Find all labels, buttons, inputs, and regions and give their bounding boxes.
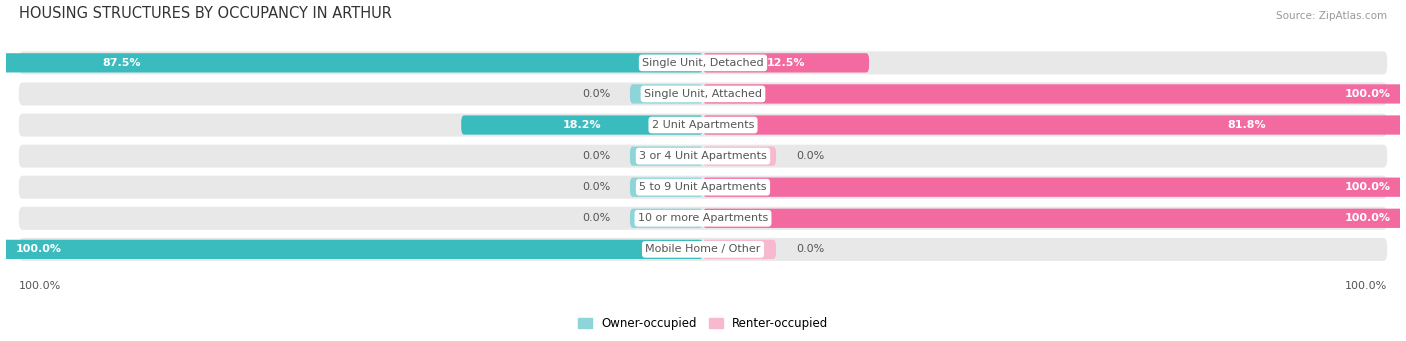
FancyBboxPatch shape (0, 240, 703, 259)
FancyBboxPatch shape (18, 114, 1388, 136)
FancyBboxPatch shape (703, 84, 1406, 104)
FancyBboxPatch shape (0, 53, 703, 73)
Text: 81.8%: 81.8% (1227, 120, 1265, 130)
Text: 100.0%: 100.0% (18, 281, 60, 292)
FancyBboxPatch shape (703, 209, 1406, 228)
Text: Source: ZipAtlas.com: Source: ZipAtlas.com (1277, 11, 1388, 20)
Text: 0.0%: 0.0% (582, 151, 610, 161)
Text: 5 to 9 Unit Apartments: 5 to 9 Unit Apartments (640, 182, 766, 192)
FancyBboxPatch shape (630, 178, 703, 197)
Text: 100.0%: 100.0% (15, 244, 62, 254)
Text: 10 or more Apartments: 10 or more Apartments (638, 213, 768, 223)
FancyBboxPatch shape (703, 147, 776, 166)
Text: 12.5%: 12.5% (766, 58, 806, 68)
FancyBboxPatch shape (630, 84, 703, 104)
FancyBboxPatch shape (703, 115, 1406, 135)
FancyBboxPatch shape (18, 176, 1388, 199)
Text: 100.0%: 100.0% (1344, 213, 1391, 223)
Text: 2 Unit Apartments: 2 Unit Apartments (652, 120, 754, 130)
FancyBboxPatch shape (18, 51, 1388, 74)
FancyBboxPatch shape (630, 209, 703, 228)
FancyBboxPatch shape (18, 207, 1388, 230)
Text: 100.0%: 100.0% (1346, 281, 1388, 292)
Text: 100.0%: 100.0% (1344, 182, 1391, 192)
Text: HOUSING STRUCTURES BY OCCUPANCY IN ARTHUR: HOUSING STRUCTURES BY OCCUPANCY IN ARTHU… (18, 5, 392, 20)
Text: 0.0%: 0.0% (582, 89, 610, 99)
Text: 3 or 4 Unit Apartments: 3 or 4 Unit Apartments (640, 151, 766, 161)
FancyBboxPatch shape (18, 145, 1388, 168)
Text: 18.2%: 18.2% (562, 120, 602, 130)
Text: 0.0%: 0.0% (796, 244, 824, 254)
FancyBboxPatch shape (461, 115, 703, 135)
Text: 0.0%: 0.0% (796, 151, 824, 161)
Text: 87.5%: 87.5% (103, 58, 141, 68)
Text: 100.0%: 100.0% (1344, 89, 1391, 99)
FancyBboxPatch shape (630, 147, 703, 166)
Legend: Owner-occupied, Renter-occupied: Owner-occupied, Renter-occupied (572, 313, 834, 335)
Text: 0.0%: 0.0% (582, 182, 610, 192)
FancyBboxPatch shape (18, 83, 1388, 105)
FancyBboxPatch shape (18, 238, 1388, 261)
FancyBboxPatch shape (703, 178, 1406, 197)
FancyBboxPatch shape (703, 240, 776, 259)
Text: Mobile Home / Other: Mobile Home / Other (645, 244, 761, 254)
Text: Single Unit, Attached: Single Unit, Attached (644, 89, 762, 99)
FancyBboxPatch shape (703, 53, 869, 73)
Text: 0.0%: 0.0% (582, 213, 610, 223)
Text: Single Unit, Detached: Single Unit, Detached (643, 58, 763, 68)
